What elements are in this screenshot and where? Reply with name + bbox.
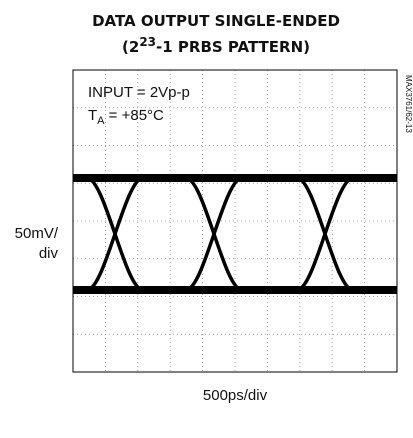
x-axis-label: 500ps/div <box>203 387 268 404</box>
y-axis-label: div <box>39 245 59 262</box>
page: DATA OUTPUT SINGLE-ENDED (223-1 PRBS PAT… <box>0 0 413 433</box>
rising-edge <box>297 178 353 290</box>
chart-subtitle: (223-1 PRBS PATTERN) <box>122 35 310 56</box>
part-code: MAX3761/62-13 <box>404 75 413 133</box>
annotation-input: INPUT = 2Vp-p <box>88 84 190 101</box>
subtitle-part: (2 <box>122 38 139 56</box>
annotation-temp: TA = +85°C <box>88 107 164 127</box>
subtitle-part: -1 PRBS PATTERN) <box>156 38 310 56</box>
chart: DATA OUTPUT SINGLE-ENDED (223-1 PRBS PAT… <box>0 0 413 433</box>
rising-edge <box>87 178 143 290</box>
chart-title: DATA OUTPUT SINGLE-ENDED <box>92 12 340 30</box>
rising-edge <box>186 178 242 290</box>
temp-symbol: T <box>88 107 97 124</box>
y-axis-label: 50mV/ <box>15 225 59 242</box>
subtitle-superscript: 23 <box>139 35 156 49</box>
temp-value: = +85°C <box>105 107 165 124</box>
